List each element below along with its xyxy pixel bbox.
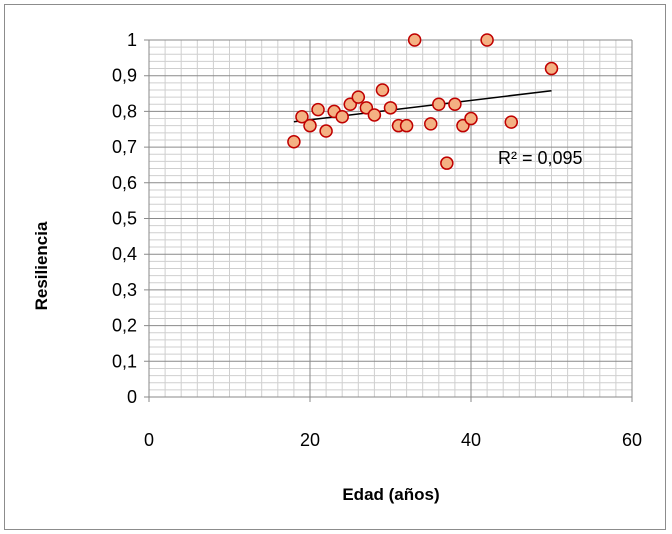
y-tick-label: 0,2 — [112, 316, 137, 336]
data-point — [480, 33, 494, 47]
y-tick-label: 0,3 — [112, 280, 137, 300]
y-tick-label: 1 — [127, 30, 137, 50]
data-point — [311, 102, 325, 117]
data-points — [287, 33, 559, 170]
x-tick-label: 60 — [622, 430, 642, 450]
y-tick-label: 0 — [127, 387, 137, 407]
data-point — [367, 108, 382, 122]
data-point — [424, 117, 438, 131]
y-tick-label: 0,9 — [112, 66, 137, 86]
y-tick-label: 0,4 — [112, 244, 137, 264]
data-point — [335, 110, 349, 124]
data-point — [544, 61, 559, 76]
x-tick-labels: 0 20 40 60 — [144, 430, 642, 450]
data-point — [407, 33, 422, 47]
data-point — [383, 101, 398, 115]
y-tick-label: 0,7 — [112, 137, 137, 157]
data-point — [303, 118, 317, 133]
chart-frame — [4, 4, 666, 530]
data-point — [375, 83, 390, 97]
data-point — [464, 111, 478, 126]
y-tick-label: 0,8 — [112, 101, 137, 121]
x-tick-label: 20 — [300, 430, 320, 450]
major-gridlines — [144, 39, 633, 402]
data-point — [295, 110, 309, 124]
data-point — [287, 134, 301, 149]
x-axis-title: Edad (años) — [342, 485, 439, 504]
x-tick-label: 40 — [461, 430, 481, 450]
data-point — [399, 118, 414, 133]
y-axis-title: Resiliencia — [32, 221, 51, 310]
y-tick-label: 0,6 — [112, 173, 137, 193]
data-point — [319, 124, 333, 138]
x-tick-label: 0 — [144, 430, 154, 450]
y-tick-label: 0,5 — [112, 209, 137, 229]
y-tick-label: 0,1 — [112, 351, 137, 371]
data-point — [351, 90, 366, 104]
r-squared-annotation: R² = 0,095 — [498, 148, 583, 168]
y-tick-labels: 0 0,1 0,2 0,3 0,4 0,5 0,6 0,7 0,8 0,9 1 — [112, 30, 137, 407]
data-point — [432, 97, 446, 112]
data-point — [448, 97, 462, 112]
data-point — [504, 115, 518, 129]
data-point — [440, 156, 454, 170]
